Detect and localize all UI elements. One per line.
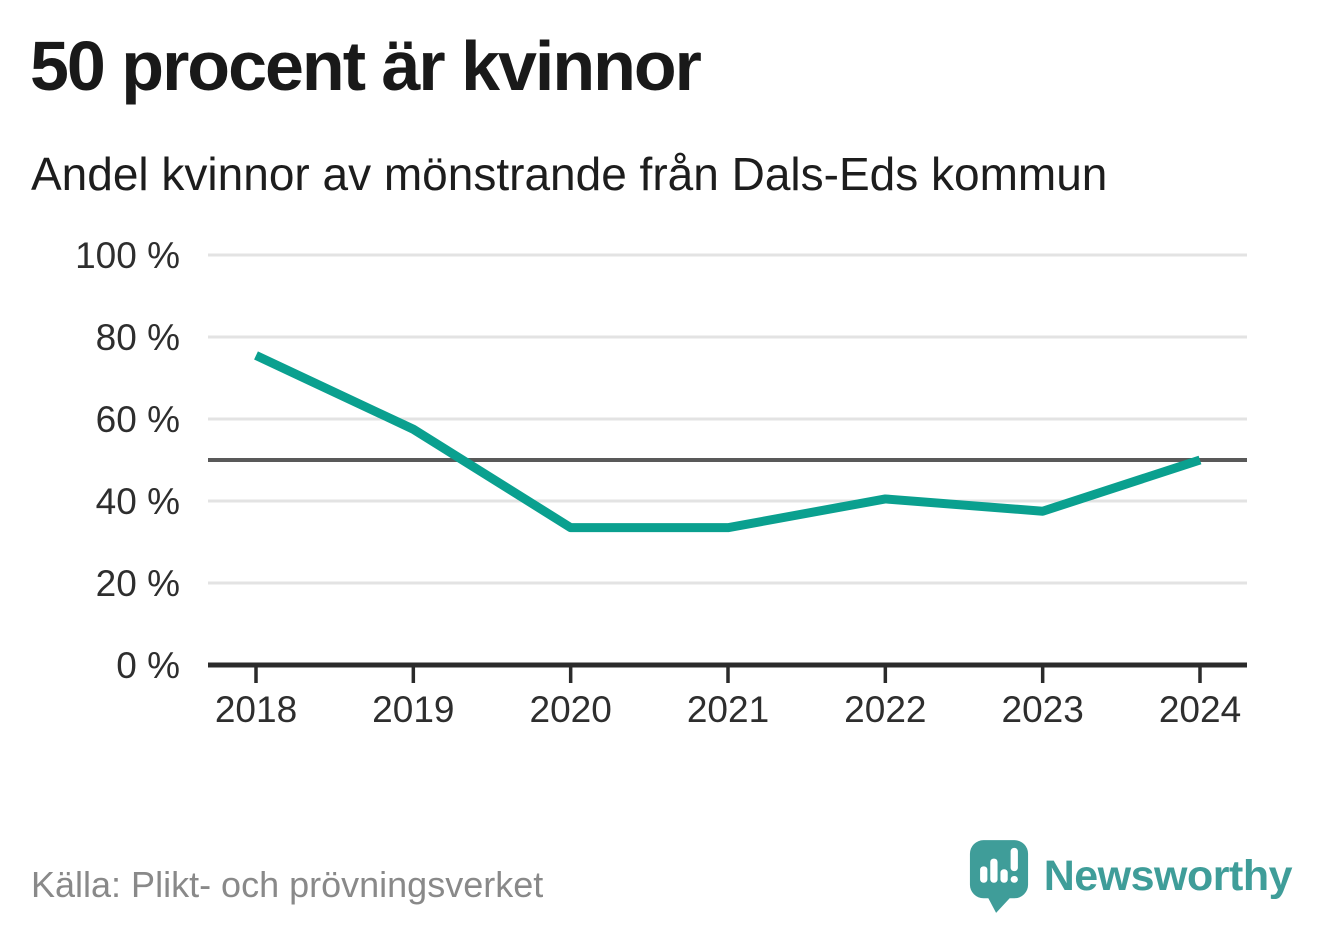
x-axis-ticks [254, 667, 1202, 683]
svg-text:2021: 2021 [687, 689, 769, 730]
svg-text:2023: 2023 [1002, 689, 1084, 730]
newsworthy-logo: Newsworthy [968, 838, 1293, 914]
y-gridlines [208, 253, 1247, 585]
chart-subtitle: Andel kvinnor av mönstrande från Dals-Ed… [31, 148, 1108, 200]
data-line-andel-kvinnor [254, 351, 1202, 533]
chart-title: 50 procent är kvinnor [30, 27, 702, 105]
svg-text:80 %: 80 % [96, 317, 180, 358]
source-text: Källa: Plikt- och prövningsverket [31, 864, 544, 905]
newsworthy-wordmark: Newsworthy [1043, 851, 1293, 900]
bar-chart-exclamation-icon [969, 840, 1028, 913]
y-tick-labels: 0 % 20 % 40 % 60 % 80 % 100 % [75, 235, 180, 686]
svg-text:20 %: 20 % [96, 563, 180, 604]
svg-text:0 %: 0 % [116, 645, 180, 686]
svg-text:2024: 2024 [1159, 689, 1241, 730]
svg-text:2018: 2018 [215, 689, 297, 730]
svg-text:40 %: 40 % [96, 481, 180, 522]
svg-text:2019: 2019 [372, 689, 454, 730]
svg-text:2022: 2022 [844, 689, 926, 730]
svg-text:60 %: 60 % [96, 399, 180, 440]
x-tick-labels: 2018 2019 2020 2021 2022 2023 2024 [215, 689, 1241, 730]
svg-text:2020: 2020 [530, 689, 612, 730]
svg-text:100 %: 100 % [75, 235, 180, 276]
